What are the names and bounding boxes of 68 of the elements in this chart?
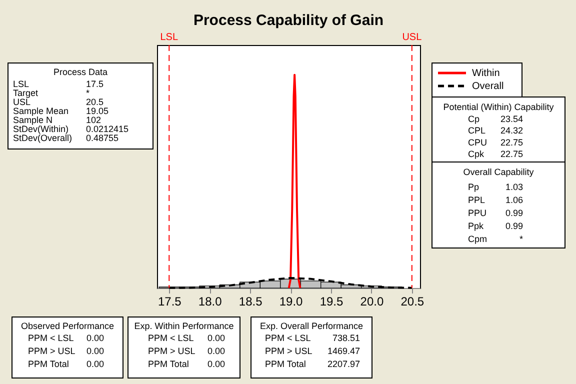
text: Overall Capability <box>463 167 534 177</box>
x-tick-label: 18.0 <box>198 294 222 308</box>
text: 0.00 <box>207 359 225 369</box>
text: 0.48755 <box>86 133 119 143</box>
text: 2207.97 <box>327 359 360 369</box>
text: CPU <box>468 137 488 148</box>
text: PPM Total <box>148 359 189 369</box>
text: 0.99 <box>505 208 523 218</box>
text: Exp. Within Performance <box>134 321 234 331</box>
text: PPM > USL <box>148 346 196 356</box>
text: * <box>519 234 524 244</box>
text: PPM < LSL <box>28 333 74 343</box>
chart-title: Process Capability of Gain <box>193 12 384 29</box>
text: PPM Total <box>28 359 69 369</box>
legend-label: Within <box>472 68 500 79</box>
text: 0.0212415 <box>86 124 129 134</box>
ref-line-label: LSL <box>160 32 178 43</box>
text: Target <box>13 88 39 98</box>
text: 20.5 <box>86 97 104 107</box>
text: 0.00 <box>86 333 104 343</box>
text: PPL <box>468 195 486 205</box>
text: 22.75 <box>500 149 523 160</box>
text: 17.5 <box>86 79 104 89</box>
text: LSL <box>13 79 30 89</box>
text: 0.00 <box>207 333 225 343</box>
text: 23.54 <box>500 114 523 124</box>
text: StDev(Within) <box>13 124 69 134</box>
text: USL <box>13 97 31 107</box>
text: 1.06 <box>505 195 523 205</box>
x-tick-label: 18.5 <box>238 294 263 308</box>
text: PPM Total <box>265 359 306 369</box>
text: Cpm <box>468 234 488 244</box>
text: Cp <box>468 114 480 124</box>
text: PPM > USL <box>28 346 76 356</box>
text: Pp <box>468 182 480 192</box>
text: 19.05 <box>86 106 109 116</box>
text: 1.03 <box>505 182 523 192</box>
text: Exp. Overall Performance <box>260 321 364 331</box>
text: Cpk <box>468 149 485 160</box>
x-tick-label: 19.0 <box>279 294 304 308</box>
text: * <box>86 88 90 98</box>
text: 0.99 <box>505 221 523 231</box>
text: Observed Performance <box>20 321 114 331</box>
text: StDev(Overall) <box>13 133 72 143</box>
text: 0.00 <box>207 346 225 356</box>
x-tick-label: 20.5 <box>400 294 424 308</box>
x-tick-label: 19.5 <box>320 294 344 308</box>
text: 24.32 <box>500 126 523 136</box>
text: Potential (Within) Capability <box>443 102 554 112</box>
legend-label: Overall <box>472 81 504 92</box>
text: 102 <box>86 115 102 125</box>
text: 0.00 <box>86 359 104 369</box>
text: Ppk <box>468 221 484 231</box>
text: 22.75 <box>500 137 523 148</box>
x-tick-label: 17.5 <box>158 294 182 308</box>
ref-line-label: USL <box>402 32 422 43</box>
text: 1469.47 <box>327 346 360 356</box>
x-tick-label: 20.0 <box>360 294 384 308</box>
text: Sample N <box>13 115 53 125</box>
text: Process Data <box>53 67 108 77</box>
text: PPM < LSL <box>265 333 311 343</box>
text: PPM < LSL <box>148 333 194 343</box>
text: 0.00 <box>86 346 104 356</box>
text: PPM > USL <box>265 346 312 356</box>
text: 738.51 <box>332 333 360 343</box>
text: PPU <box>468 208 487 218</box>
text: CPL <box>468 126 486 136</box>
text: Sample Mean <box>13 106 69 116</box>
